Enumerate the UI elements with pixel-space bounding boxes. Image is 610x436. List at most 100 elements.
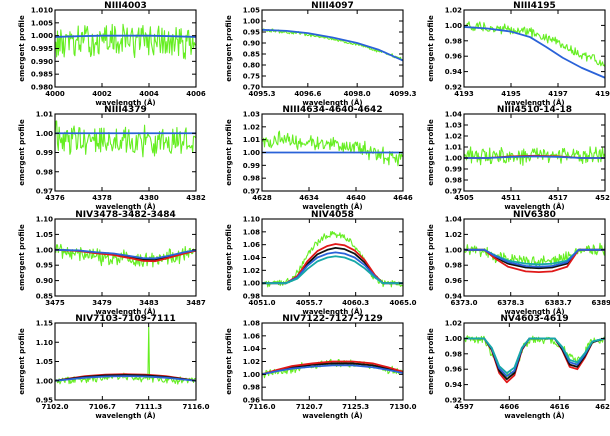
panel-2: 4193 4195 4197 4199 0.92 0.94 0.96 0.98 1.00 1.02… [427,1,610,107]
panel-0-ytick-label: 1.000 [31,32,53,40]
panel-1-ytick-label: 0.75 [243,73,260,81]
panel-4-xtick-label: 4646 [393,194,413,202]
panel-0-ytick-label: 0.985 [31,71,53,79]
panel-8-xtick-label: 6378.3 [497,299,524,307]
panel-5-ytick-label: 1.01 [445,144,462,152]
panel-3-ytick-label: 1.01 [36,111,53,119]
panel-11-xtick-label: 4625 [595,403,610,411]
panel-2-ytick-label: 0.94 [445,68,462,76]
panel-7-ytick-label: 1.04 [243,254,260,262]
panel-7-ytick-label: 1.10 [243,216,260,224]
panel-4-xtick-label: 4628 [252,194,272,202]
panel-3-series [55,120,196,158]
panel-2-series [464,21,605,79]
panel-6-xtick-label: 3487 [186,299,206,307]
panel-7-series [262,231,403,288]
panel-5-xtick-label: 4505 [454,194,474,202]
panel-7-xtick-label: 4060.3 [342,299,369,307]
panel-6-xtick-label: 3475 [45,299,65,307]
panel-10-xtick-label: 7125.3 [342,403,369,411]
panel-10-model-line-3 [262,364,403,376]
panel-6-xlabel: wavelength (Å) [95,307,155,316]
panel-6-ylabel: emergent profile [18,224,26,291]
panel-5-ytick-label: 0.99 [445,166,462,174]
panel-6-ytick-label: 0.90 [36,277,53,285]
panel-10-ytick-label: 0.96 [243,397,260,405]
panel-1-xlabel: wavelength (Å) [302,98,362,107]
panel-5-xtick-label: 4517 [548,194,568,202]
panel-7-ytick-label: 1.06 [243,241,260,249]
panel-9-ylabel: emergent profile [18,328,26,395]
panel-8-ytick-label: 1.00 [445,246,462,254]
panel-0-xtick-label: 4004 [139,90,159,98]
panel-4-ytick-label: 1.01 [243,136,260,144]
panel-8-ylabel: emergent profile [427,224,435,291]
panel-7-ytick-label: 1.08 [243,228,260,236]
panel-2-ytick-label: 1.02 [445,7,462,15]
panel-6-ytick-label: 1.00 [36,246,53,254]
panel-2-ytick-label: 0.92 [445,84,462,92]
panel-1-ytick-label: 0.90 [243,40,260,48]
panel-11-ytick-label: 1.00 [445,335,462,343]
panel-6-ytick-label: 1.10 [36,216,53,224]
panel-4-ytick-label: 0.98 [243,175,260,183]
panel-9-xtick-label: 7102.0 [41,403,68,411]
panel-1-ytick-label: 0.85 [243,51,260,59]
panel-10-xtick-label: 7116.0 [248,403,275,411]
panel-10-xtick-label: 7120.7 [296,403,323,411]
panel-3-ytick-label: 1.00 [36,130,53,138]
panel-10-ylabel: emergent profile [225,328,233,395]
panel-0-model-line-1 [55,34,196,38]
panel-0-series [55,23,196,60]
panel-6-ytick-label: 0.85 [36,293,53,301]
panel-0-ytick-label: 0.990 [31,58,53,66]
panel-6-title: NIV3478-3482-3484 [75,210,175,220]
panel-3-observed-line-0 [55,120,196,158]
panel-8-ytick-label: 1.02 [445,231,462,239]
panel-5-ytick-label: 1.03 [445,122,462,130]
panel-1-ytick-label: 0.80 [243,62,260,70]
panel-7-xtick-label: 4065.0 [389,299,416,307]
panel-1-xtick-label: 4096.6 [294,90,321,98]
panel-4-ytick-label: 1.00 [243,149,260,157]
panel-10-model-line-2 [262,360,403,376]
panel-6-xtick-label: 3483 [139,299,159,307]
panel-7-xtick-label: 4051.0 [248,299,275,307]
panel-4-xlabel: wavelength (Å) [302,202,362,211]
panel-1-frame [261,9,404,88]
panel-3: 4376 4378 4380 4382 0.97 0.98 0.99 1.00 1.01 NIII… [18,105,206,211]
panel-3-xlabel: wavelength (Å) [95,202,155,211]
panel-5-xtick-label: 4511 [501,194,521,202]
panel-8-xlabel: wavelength (Å) [504,307,564,316]
panel-0-xtick-label: 4000 [45,90,65,98]
panel-2-ytick-label: 0.98 [445,37,462,45]
panel-2-frame [463,9,606,88]
panel-4-ytick-label: 1.03 [243,111,260,119]
panel-8-model-line-4 [464,248,605,268]
panel-3-xtick-label: 4376 [45,194,65,202]
panel-7-xlabel: wavelength (Å) [302,307,362,316]
panel-8-ytick-label: 0.96 [445,277,462,285]
panel-1-xtick-label: 4095.3 [248,90,275,98]
panel-4-ylabel: emergent profile [225,119,233,186]
panel-7-model-line-2 [262,243,403,285]
panel-6-ytick-label: 1.05 [36,231,53,239]
panel-6: 3475 3479 3483 3487 0.85 0.90 0.95 1.00 1.05 1.10… [18,210,206,316]
panel-0-xtick-label: 4002 [92,90,112,98]
panel-4-series [262,130,403,167]
panel-2-ytick-label: 1.00 [445,22,462,30]
panel-7-model-line-4 [262,255,403,285]
panel-8-ytick-label: 1.04 [445,216,462,224]
panel-3-frame [54,113,197,192]
panel-0-ytick-label: 1.005 [31,19,53,27]
panel-6-xtick-label: 3479 [92,299,112,307]
panel-7-title: NIV4058 [311,210,354,220]
panel-3-ytick-label: 0.99 [36,149,53,157]
panel-11-ytick-label: 0.94 [445,381,462,389]
panel-10-ytick-label: 1.08 [243,320,260,328]
panel-4-observed-line-0 [262,130,403,167]
panel-2-xtick-label: 4197 [548,90,568,98]
panel-6-series [55,243,196,268]
panel-2-model-line-1 [464,26,605,79]
